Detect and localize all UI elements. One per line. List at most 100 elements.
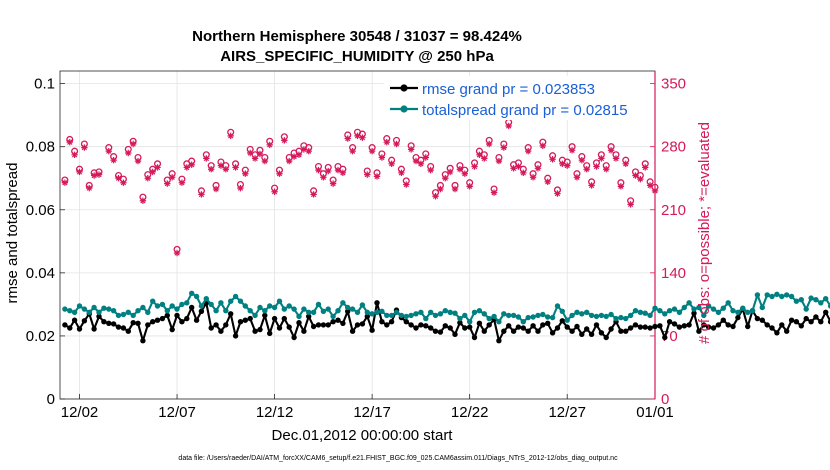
obs-evaluated-marker [388, 160, 395, 168]
obs-evaluated-marker [515, 163, 522, 170]
totalspread-point [510, 312, 517, 319]
rmse-point [618, 328, 624, 334]
rmse-point [379, 319, 385, 325]
totalspread-point [67, 308, 73, 314]
x-tick-label: 01/01 [636, 404, 674, 421]
totalspread-point [140, 304, 146, 311]
totalspread-point [798, 297, 804, 303]
rmse-point [223, 322, 229, 328]
y-tick-label-left: 0.04 [26, 265, 55, 282]
rmse-point [759, 317, 765, 323]
obs-evaluated-marker [432, 193, 439, 200]
totalspread-point [437, 311, 444, 317]
totalspread-point [120, 311, 127, 318]
totalspread-point [715, 309, 722, 315]
rmse-point [486, 322, 492, 328]
totalspread-point [384, 312, 390, 319]
totalspread-point [379, 308, 385, 314]
totalspread-point [608, 311, 614, 318]
obs-evaluated-marker [349, 147, 356, 155]
rmse-point [442, 323, 448, 329]
totalspread-point [632, 308, 639, 314]
totalspread-point [803, 306, 809, 312]
rmse-point [657, 323, 663, 329]
rmse-point [218, 328, 224, 334]
totalspread-point [159, 301, 166, 308]
obs-evaluated-marker [227, 132, 234, 140]
obs-evaluated-marker [529, 174, 537, 181]
totalspread-point [228, 298, 234, 304]
totalspread-point [349, 306, 356, 312]
rmse-point [291, 334, 297, 341]
totalspread-point [501, 311, 507, 317]
totalspread-point [584, 309, 590, 315]
totalspread-point [720, 305, 726, 311]
totalspread-point [686, 300, 692, 306]
rmse-point [174, 312, 180, 319]
totalspread-point [276, 298, 283, 304]
totalspread-point [242, 303, 248, 309]
rmse-point [423, 323, 429, 329]
rmse-point [569, 328, 575, 334]
totalspread-point [418, 309, 424, 315]
obs-evaluated-marker [642, 164, 649, 171]
obs-evaluated-marker [320, 174, 327, 181]
rmse-point [198, 308, 205, 314]
rmse-point [540, 322, 546, 328]
totalspread-point [208, 301, 214, 308]
rmse-point [501, 328, 507, 334]
obs-evaluated-marker [266, 141, 273, 149]
totalspread-point [520, 319, 526, 325]
rmse-point [276, 325, 283, 331]
totalspread-point [252, 312, 258, 319]
obs-evaluated-marker [456, 166, 464, 173]
obs-evaluated-marker [593, 163, 600, 170]
totalspread-point [130, 312, 136, 319]
rmse-point [242, 317, 248, 323]
rmse-point [349, 328, 356, 334]
rmse-point [67, 325, 73, 331]
totalspread-point [467, 319, 473, 325]
rmse-point [603, 334, 609, 341]
rmse-point [354, 322, 361, 328]
rmse-point [520, 325, 526, 331]
totalspread-point [408, 312, 414, 319]
totalspread-point [393, 309, 400, 315]
rmse-point [647, 325, 653, 331]
totalspread-point [296, 313, 302, 320]
totalspread-point [574, 309, 580, 315]
obs-evaluated-marker [217, 162, 225, 169]
obs-evaluated-marker [222, 166, 230, 173]
totalspread-point [545, 314, 551, 320]
obs-evaluated-marker [86, 184, 93, 192]
obs-evaluated-marker [334, 166, 342, 174]
rmse-point [345, 308, 351, 314]
obs-evaluated-marker [281, 137, 288, 144]
totalspread-point [310, 309, 317, 315]
totalspread-point [735, 309, 741, 315]
obs-evaluated-marker [61, 179, 69, 186]
rmse-point [364, 313, 370, 320]
totalspread-point [764, 292, 770, 298]
obs-evaluated-marker [437, 185, 444, 193]
rmse-point [720, 317, 726, 323]
rmse-point [432, 328, 439, 334]
chart-title-line1: Northern Hemisphere 30548 / 31037 = 98.4… [192, 28, 522, 45]
obs-evaluated-marker [603, 166, 610, 173]
totalspread-point [179, 301, 185, 308]
rmse-point [306, 313, 312, 320]
totalspread-point [325, 306, 331, 312]
totalspread-point [237, 298, 244, 304]
totalspread-point [774, 291, 780, 297]
obs-evaluated-marker [368, 147, 376, 155]
rmse-point [184, 315, 190, 322]
rmse-point [115, 324, 122, 330]
rmse-point [803, 315, 809, 322]
totalspread-point [125, 309, 131, 315]
rmse-point [564, 324, 570, 330]
rmse-point [237, 319, 244, 325]
y-axis-label-right: # of obs: o=possible; *=evaluated [696, 122, 713, 344]
obs-evaluated-marker [612, 155, 620, 162]
rmse-point [764, 322, 770, 328]
y-tick-label-left: 0.06 [26, 202, 55, 219]
